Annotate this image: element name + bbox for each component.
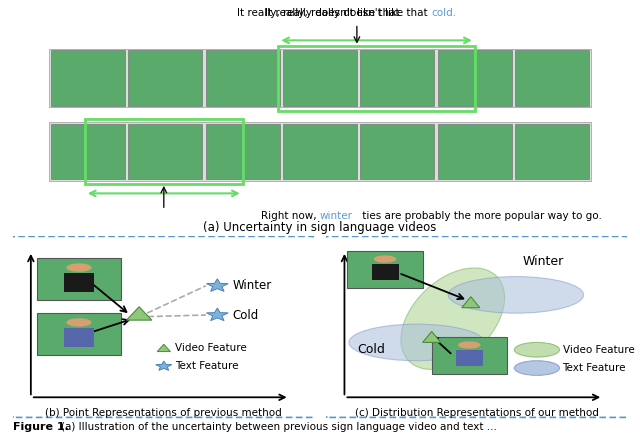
Polygon shape (127, 307, 152, 320)
Ellipse shape (515, 361, 559, 376)
Bar (206, 50, 280, 106)
Polygon shape (207, 308, 228, 321)
Polygon shape (157, 344, 170, 351)
Polygon shape (207, 279, 228, 291)
FancyBboxPatch shape (10, 236, 317, 417)
Bar (283, 124, 357, 179)
Text: Winter: Winter (522, 256, 564, 268)
Text: ties are probably the more popular way to go.: ties are probably the more popular way t… (359, 211, 602, 222)
Bar (432, 337, 507, 374)
Bar (515, 124, 589, 179)
Bar (37, 258, 121, 301)
Text: Right now,: Right now, (261, 211, 320, 222)
Bar (206, 124, 280, 179)
Bar (360, 124, 434, 179)
Ellipse shape (67, 318, 92, 326)
Text: (c) Distribution Representations of our method: (c) Distribution Representations of our … (355, 409, 599, 418)
Ellipse shape (374, 256, 396, 263)
Ellipse shape (458, 341, 481, 349)
Text: Cold: Cold (358, 343, 385, 356)
Text: cold.: cold. (431, 8, 456, 18)
Bar (438, 124, 511, 179)
Bar (371, 264, 399, 280)
Ellipse shape (67, 264, 92, 272)
Bar (51, 124, 125, 179)
Text: (b) Point Representations of previous method: (b) Point Representations of previous me… (45, 409, 282, 418)
Ellipse shape (448, 277, 584, 313)
Text: (a) Uncertainty in sign language videos: (a) Uncertainty in sign language videos (204, 221, 436, 234)
Bar (64, 328, 94, 347)
Polygon shape (462, 297, 480, 308)
Text: winter: winter (320, 211, 353, 222)
FancyBboxPatch shape (323, 236, 630, 417)
Bar (438, 50, 511, 106)
Text: Winter: Winter (232, 279, 271, 292)
Ellipse shape (515, 343, 559, 357)
Ellipse shape (349, 324, 484, 361)
Bar (49, 49, 591, 107)
Text: Text Feature: Text Feature (175, 361, 239, 371)
Bar (51, 50, 125, 106)
Bar (49, 122, 591, 181)
Text: Text Feature: Text Feature (563, 363, 626, 373)
Text: (a) Illustration of the uncertainty between previous sign language video and tex: (a) Illustration of the uncertainty betw… (61, 422, 497, 432)
Bar (129, 50, 202, 106)
Bar (515, 50, 589, 106)
Bar (360, 50, 434, 106)
Text: Figure 1.: Figure 1. (13, 422, 68, 432)
Bar (283, 50, 357, 106)
Bar (456, 350, 483, 366)
Bar (129, 124, 202, 179)
FancyBboxPatch shape (13, 7, 627, 221)
Text: It really, really doesn't like that: It really, really doesn't like that (266, 8, 431, 18)
Polygon shape (156, 361, 172, 370)
Text: It really, really doesn't like that: It really, really doesn't like that (237, 8, 403, 18)
Polygon shape (422, 331, 441, 343)
Text: Video Feature: Video Feature (563, 345, 634, 355)
Bar (64, 273, 94, 292)
Ellipse shape (401, 268, 504, 369)
Bar (37, 313, 121, 355)
Bar (348, 251, 422, 288)
Text: Video Feature: Video Feature (175, 343, 247, 353)
Text: Cold: Cold (232, 309, 259, 322)
